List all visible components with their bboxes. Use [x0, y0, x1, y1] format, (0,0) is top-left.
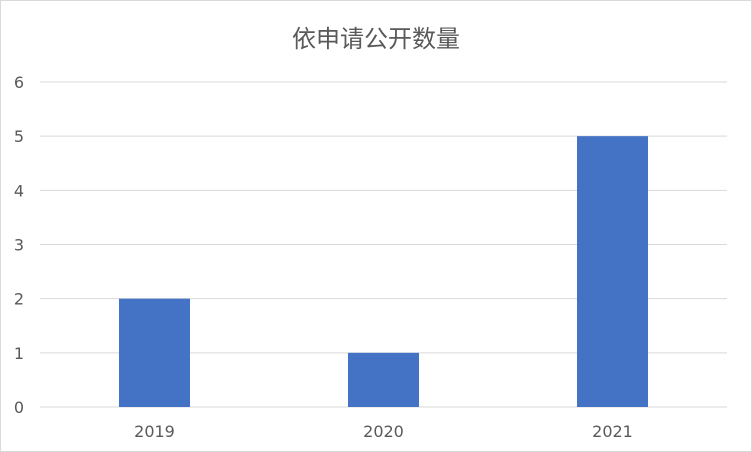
bar-2021: [577, 136, 648, 407]
y-tick-label: 6: [14, 73, 24, 92]
bar-2019: [119, 298, 190, 407]
y-tick-label: 4: [14, 181, 24, 200]
chart-title: 依申请公开数量: [292, 25, 460, 53]
y-tick-label: 1: [14, 344, 24, 363]
y-axis-ticks: 0 1 2 3 4 5 6: [14, 73, 24, 417]
y-tick-label: 3: [14, 236, 24, 255]
y-tick-label: 5: [14, 127, 24, 146]
x-tick-label: 2019: [134, 422, 175, 441]
bar-2020: [348, 352, 419, 407]
x-tick-label: 2021: [592, 422, 633, 441]
y-tick-label: 0: [14, 398, 24, 417]
y-tick-label: 2: [14, 290, 24, 309]
x-tick-label: 2020: [363, 422, 404, 441]
bars: [119, 136, 648, 407]
x-axis-ticks: 2019 2020 2021: [134, 422, 633, 441]
